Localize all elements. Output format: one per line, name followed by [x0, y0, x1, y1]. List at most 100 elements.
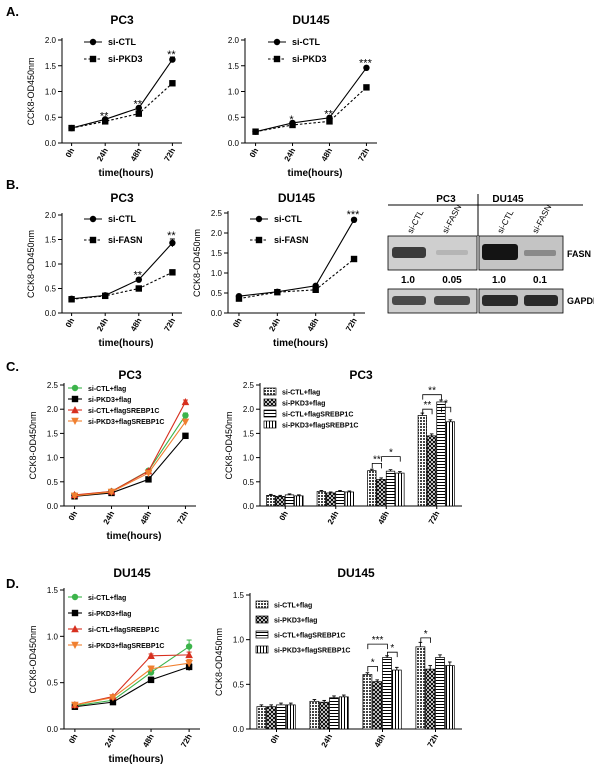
wb-group-pc3: PC3 — [436, 194, 456, 205]
chart-a-du145: DU145 0.0 0.5 1.0 1.5 2.0 0h 24h 48h 72h time(hour… — [228, 13, 377, 179]
legend-entry: si-CTL — [292, 37, 321, 47]
legend-marker — [71, 406, 79, 414]
y-tick-label: 0.0 — [45, 309, 57, 318]
legend-entry: si-PKD3+flag — [282, 401, 325, 408]
y-axis-label: CCK8-OD450nm — [214, 628, 224, 696]
significance-bracket — [387, 651, 398, 658]
western-blot: PC3 DU145 si-CTL si-FASN si-CTL si-FASN … — [387, 194, 594, 314]
series-line — [71, 271, 173, 300]
y-tick-label: 0.0 — [228, 139, 240, 148]
legend-marker — [273, 55, 281, 63]
significance-label: ** — [134, 270, 143, 282]
data-point — [102, 118, 109, 125]
data-point — [363, 64, 370, 72]
bar — [427, 435, 437, 507]
bar — [316, 491, 326, 507]
x-tick-label: 48h — [373, 732, 388, 749]
wb-value-4: 0.1 — [533, 275, 547, 286]
legend-marker — [255, 215, 263, 223]
bar — [385, 470, 396, 507]
chart-a-pc3: PC3 0.0 0.5 1.0 1.5 2.0 CCK8-OD450nm 0h 24h 48h 72… — [26, 13, 182, 179]
bar — [285, 704, 296, 730]
wb-value-3: 1.0 — [492, 275, 506, 286]
x-tick-label: 48h — [129, 146, 144, 163]
x-tick-label: 48h — [141, 732, 156, 749]
y-tick-label: 0.5 — [211, 289, 223, 298]
legend-entry: si-PKD3 — [108, 54, 143, 64]
significance-label: ** — [324, 109, 333, 121]
y-tick-label: 0.5 — [233, 680, 245, 689]
x-tick-label: 0h — [67, 732, 80, 745]
y-axis-label: CCK8-OD450nm — [26, 57, 36, 125]
y-tick-label: 1.5 — [45, 236, 57, 245]
panel-label-c: C. — [6, 359, 19, 374]
legend-swatch — [263, 409, 277, 418]
bar — [275, 495, 285, 507]
bar — [445, 421, 455, 507]
chart-title: DU145 — [292, 13, 330, 27]
y-tick-label: 1.5 — [228, 62, 240, 71]
panel-label-d: D. — [6, 576, 19, 591]
y-tick-label: 1.0 — [233, 636, 245, 645]
data-point — [135, 285, 142, 292]
data-point — [102, 292, 109, 300]
panel-label-b: B. — [6, 177, 19, 192]
bar — [367, 470, 377, 507]
y-tick-label: 2.0 — [211, 229, 223, 238]
data-point — [68, 124, 75, 132]
significance-label: ** — [167, 230, 176, 242]
data-point — [147, 676, 155, 684]
x-tick-label: 72h — [426, 732, 441, 749]
chart-title: PC3 — [110, 13, 134, 27]
chart-c-pc3-line: PC3 0.0 0.5 1.0 1.5 2.0 2.5 CCK8-OD450nm 0h 24h 48… — [28, 368, 196, 542]
x-tick-label: 24h — [267, 316, 282, 333]
legend-swatch — [263, 420, 277, 429]
y-tick-label: 0.0 — [47, 725, 59, 734]
bar — [444, 665, 455, 730]
legend-marker — [71, 609, 79, 617]
y-tick-label: 1.0 — [45, 88, 57, 97]
legend-marker — [71, 641, 79, 649]
data-point — [169, 56, 176, 63]
bar — [309, 700, 320, 730]
y-tick-label: 0.5 — [45, 113, 57, 122]
y-axis-label: CCK8-OD450nm — [28, 625, 38, 693]
significance-label: * — [389, 448, 393, 459]
y-tick-label: 0.0 — [233, 725, 245, 734]
significance-label: ** — [424, 400, 432, 411]
legend-entry: si-CTL+flagSREBP1C — [88, 627, 159, 634]
x-tick-label: 72h — [162, 146, 177, 163]
y-tick-label: 0.0 — [211, 309, 223, 318]
x-tick-label: 72h — [344, 316, 359, 333]
bar — [391, 669, 402, 730]
series-line — [255, 86, 367, 133]
series-line — [74, 666, 190, 708]
legend-entry: si-CTL+flag — [88, 386, 126, 393]
data-point — [252, 128, 259, 135]
legend-swatch — [255, 630, 269, 639]
bar — [372, 681, 383, 730]
y-tick-label: 0.0 — [243, 502, 255, 511]
bar — [415, 646, 426, 730]
data-point — [326, 118, 333, 125]
bar — [338, 696, 349, 730]
y-axis-label: CCK8-OD450nm — [224, 411, 234, 479]
x-tick-label: 72h — [356, 146, 371, 163]
legend-marker — [89, 236, 97, 244]
legend-entry: si-CTL+flagSREBP1C — [274, 633, 345, 640]
y-tick-label: 2.0 — [47, 405, 59, 414]
x-axis-label: time(hours) — [99, 338, 154, 349]
legend-entry: si-PKD3 — [292, 54, 327, 64]
y-tick-label: 2.5 — [211, 209, 223, 218]
legend-marker — [273, 38, 281, 46]
x-tick-label: 0h — [278, 509, 291, 522]
significance-bracket — [422, 408, 433, 415]
panel-label-a: A. — [6, 4, 19, 19]
y-tick-label: 1.0 — [47, 632, 59, 641]
x-tick-label: 24h — [103, 732, 118, 749]
x-tick-label: 0h — [231, 316, 244, 329]
legend-entry: si-CTL — [274, 214, 303, 224]
bar — [436, 401, 446, 507]
x-tick-label: 48h — [139, 509, 154, 526]
